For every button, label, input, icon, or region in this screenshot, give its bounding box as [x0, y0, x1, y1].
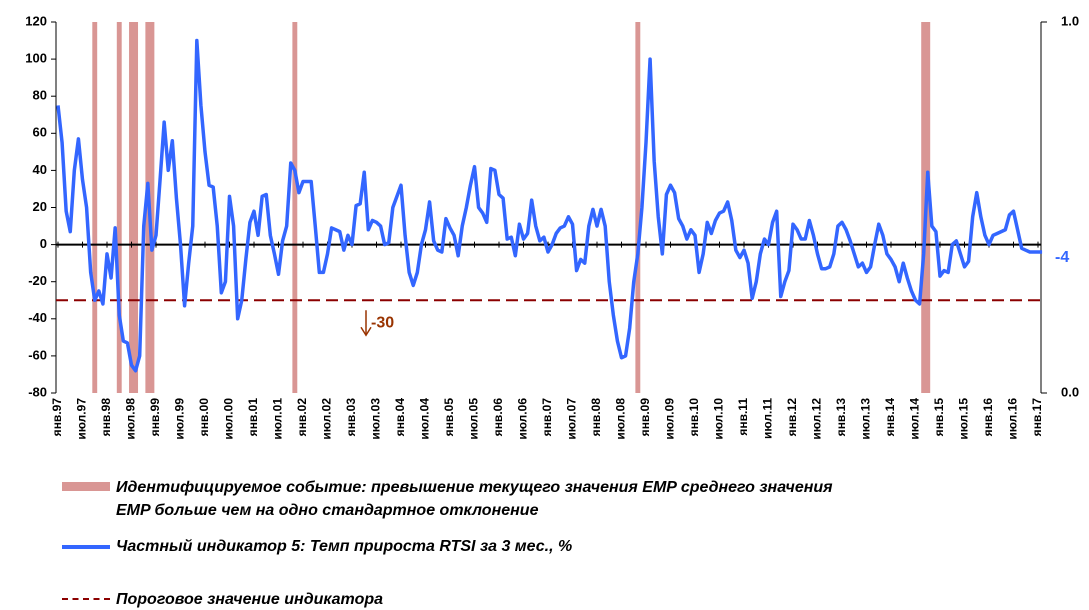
chart: -80 -60 -40 -20 0 20 40 60 80 100 120 0.0 1.0 янв.97 и… — [25, 13, 1079, 440]
y-tick-label: -40 — [28, 310, 47, 325]
legend-label: Частный индикатор 5: Темп прироста RTSI … — [116, 538, 573, 555]
legend-swatch — [62, 545, 110, 549]
x-tick-label: янв.08 — [589, 398, 603, 437]
event-bar — [133, 22, 139, 393]
x-tick-label: янв.99 — [148, 398, 162, 437]
event-bar — [921, 22, 927, 393]
threshold-label: -30 — [371, 314, 394, 331]
y-tick-label: -60 — [28, 347, 47, 362]
x-tick-label: июл.11 — [761, 398, 775, 439]
event-bar — [92, 22, 98, 393]
x-tick-label: июл.09 — [663, 398, 677, 440]
event-bar — [116, 22, 122, 393]
x-tick-label: янв.15 — [932, 398, 946, 437]
y-tick-label: -20 — [28, 273, 47, 288]
event-bar — [129, 22, 134, 393]
legend-label: Идентифицируемое событие: превышение тек… — [116, 479, 833, 519]
x-tick-label: янв.17 — [1030, 398, 1044, 437]
x-tick-label: янв.14 — [883, 398, 897, 437]
legend-swatch — [62, 482, 110, 491]
y-tick-label: -80 — [28, 384, 47, 399]
x-tick-label: июл.05 — [467, 398, 481, 440]
x-tick-label: янв.02 — [295, 398, 309, 437]
x-tick-label: июл.06 — [516, 398, 530, 440]
y2-tick-label: 1.0 — [1061, 13, 1079, 28]
x-tick-label: янв.03 — [344, 398, 358, 437]
event-bar — [635, 22, 641, 393]
x-tick-label: янв.16 — [981, 398, 995, 437]
y-tick-label: 80 — [33, 88, 47, 103]
x-tick-label: янв.11 — [736, 398, 750, 436]
x-tick-label: янв.97 — [50, 398, 64, 437]
y-tick-label: 0 — [40, 236, 47, 251]
x-tick-label: янв.05 — [442, 398, 456, 437]
x-tick-label: янв.07 — [540, 398, 554, 437]
x-tick-label: янв.00 — [197, 398, 211, 437]
y-tick-label: 20 — [33, 199, 47, 214]
event-bar — [149, 22, 155, 393]
event-bar — [925, 22, 931, 393]
y2-tick-label: 0.0 — [1061, 384, 1079, 399]
y-tick-label: 40 — [33, 162, 47, 177]
x-tick-label: янв.98 — [99, 398, 113, 437]
x-tick-label: июл.98 — [124, 398, 138, 440]
legend-swatch — [62, 598, 110, 600]
legend-label: Пороговое значение индикатора — [116, 591, 384, 608]
x-tick-label: янв.09 — [638, 398, 652, 437]
x-tick-label: янв.06 — [491, 398, 505, 437]
x-tick-label: июл.15 — [957, 398, 971, 440]
x-tick-label: янв.13 — [834, 398, 848, 437]
x-tick-label: июл.07 — [565, 398, 579, 440]
x-tick-label: июл.10 — [712, 398, 726, 440]
x-tick-label: янв.01 — [246, 398, 260, 437]
x-tick-label: июл.12 — [810, 398, 824, 440]
x-tick-label: июл.13 — [859, 398, 873, 440]
line-series — [56, 38, 1043, 373]
annotation-arrowhead — [360, 326, 372, 337]
x-tick-label: июл.01 — [271, 398, 285, 440]
x-tick-label: июл.08 — [614, 398, 628, 440]
y-tick-label: 100 — [25, 51, 47, 66]
x-tick-label: июл.97 — [75, 398, 89, 440]
x-tick-label: июл.04 — [418, 398, 432, 440]
x-tick-label: июл.00 — [222, 398, 236, 440]
x-tick-label: янв.10 — [687, 398, 701, 437]
x-tick-label: янв.04 — [393, 398, 407, 437]
event-bar — [292, 22, 298, 393]
x-tick-label: янв.12 — [785, 398, 799, 437]
end-value-label: -4 — [1055, 249, 1069, 266]
x-tick-label: июл.16 — [1006, 398, 1020, 440]
x-tick-label: июл.03 — [369, 398, 383, 440]
y-tick-label: 120 — [25, 13, 47, 28]
x-tick-label: июл.02 — [320, 398, 334, 440]
x-tick-label: июл.14 — [908, 398, 922, 440]
x-tick-label: июл.99 — [173, 398, 187, 440]
y-tick-label: 60 — [33, 125, 47, 140]
